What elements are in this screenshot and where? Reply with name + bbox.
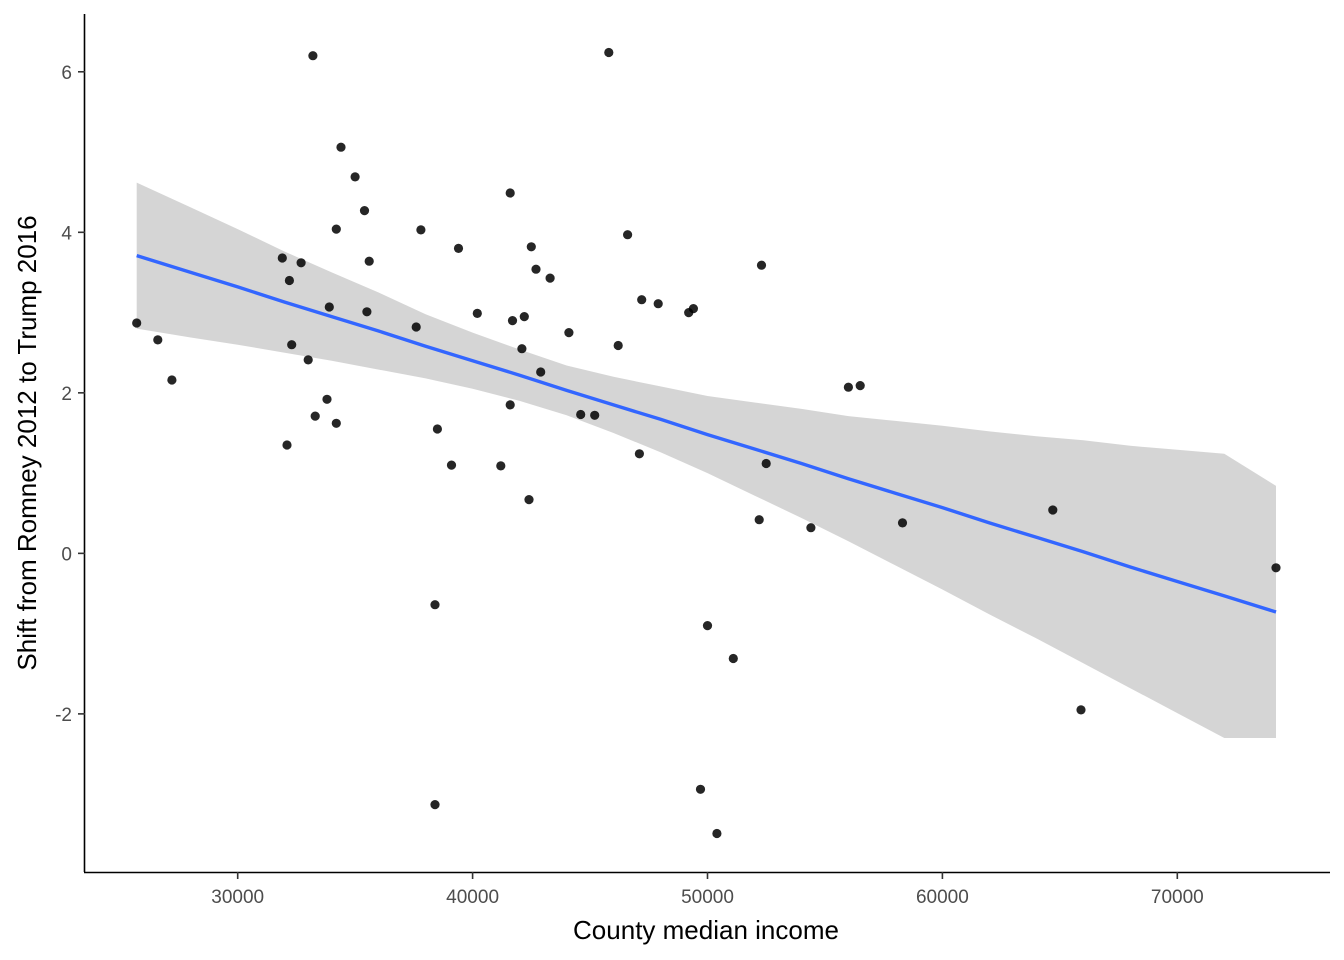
data-point: [308, 51, 318, 61]
data-point: [364, 256, 374, 266]
data-point: [331, 224, 341, 234]
data-point: [526, 242, 536, 252]
data-point: [688, 304, 699, 314]
data-point: [507, 316, 518, 326]
data-point: [536, 367, 546, 377]
data-point: [517, 344, 527, 354]
data-point: [756, 260, 767, 270]
data-point: [350, 172, 360, 182]
regression-line: [136, 253, 1277, 614]
data-point: [277, 253, 287, 263]
y-tick-label: 4: [61, 223, 72, 244]
data-point: [432, 424, 442, 434]
data-point: [310, 411, 320, 421]
y-tick-label: -2: [55, 705, 72, 726]
data-point: [576, 409, 586, 420]
data-point: [728, 653, 738, 664]
data-point: [519, 312, 529, 322]
data-point: [843, 382, 854, 392]
data-point: [416, 225, 426, 235]
y-axis-title: Shift from Romney 2012 to Trump 2016: [12, 215, 42, 670]
data-point: [359, 206, 370, 216]
data-point: [897, 518, 908, 528]
data-point: [331, 418, 341, 428]
data-point: [453, 243, 464, 253]
x-tick-label: 60000: [916, 887, 969, 908]
x-axis-ticks: 30000 40000 50000 60000 70000: [211, 872, 1204, 908]
data-point: [505, 188, 515, 198]
data-point: [362, 307, 372, 317]
data-point: [282, 440, 292, 450]
data-point: [167, 375, 177, 385]
data-point: [324, 302, 334, 312]
data-point: [637, 295, 647, 305]
data-point: [695, 784, 706, 794]
confidence-ribbon: [136, 182, 1277, 739]
y-tick-label: 6: [61, 63, 72, 84]
data-point: [653, 299, 663, 309]
data-point: [496, 461, 506, 471]
data-point: [590, 410, 600, 420]
data-point: [754, 515, 764, 525]
x-tick-label: 40000: [446, 887, 499, 908]
axes: 30000 40000 50000 60000 70000 -2 0 2 4 6: [55, 14, 1330, 908]
data-point: [702, 621, 713, 631]
data-point: [505, 400, 515, 410]
y-tick-label: 0: [61, 544, 72, 565]
data-point: [545, 273, 555, 283]
y-tick-label: 2: [61, 384, 72, 405]
data-point: [336, 142, 346, 152]
data-point: [1048, 505, 1058, 515]
data-point: [761, 458, 771, 469]
data-point: [613, 340, 623, 351]
data-point: [855, 381, 865, 391]
data-point: [806, 523, 816, 533]
data-point: [472, 308, 482, 318]
data-point: [604, 47, 614, 58]
data-point: [1076, 705, 1086, 715]
data-point: [1271, 563, 1281, 573]
data-point: [303, 355, 313, 365]
data-point: [634, 449, 645, 459]
data-point: [531, 264, 541, 274]
data-point: [132, 318, 142, 328]
data-point: [446, 460, 457, 470]
data-point: [296, 258, 306, 268]
data-point: [712, 828, 722, 839]
data-point: [564, 328, 574, 338]
plot-area: [132, 47, 1281, 839]
y-axis-ticks: -2 0 2 4 6: [55, 63, 85, 726]
data-points: [132, 47, 1281, 839]
data-point: [153, 335, 163, 345]
data-point: [284, 275, 294, 286]
data-point: [524, 495, 534, 505]
data-point: [322, 394, 332, 404]
x-axis-title: County median income: [573, 915, 839, 945]
x-tick-label: 70000: [1151, 887, 1204, 908]
data-point: [623, 230, 633, 240]
data-point: [430, 800, 440, 810]
data-point: [430, 600, 440, 610]
x-tick-label: 30000: [211, 887, 264, 908]
data-point: [287, 340, 297, 350]
data-point: [411, 322, 421, 332]
x-tick-label: 50000: [681, 887, 734, 908]
